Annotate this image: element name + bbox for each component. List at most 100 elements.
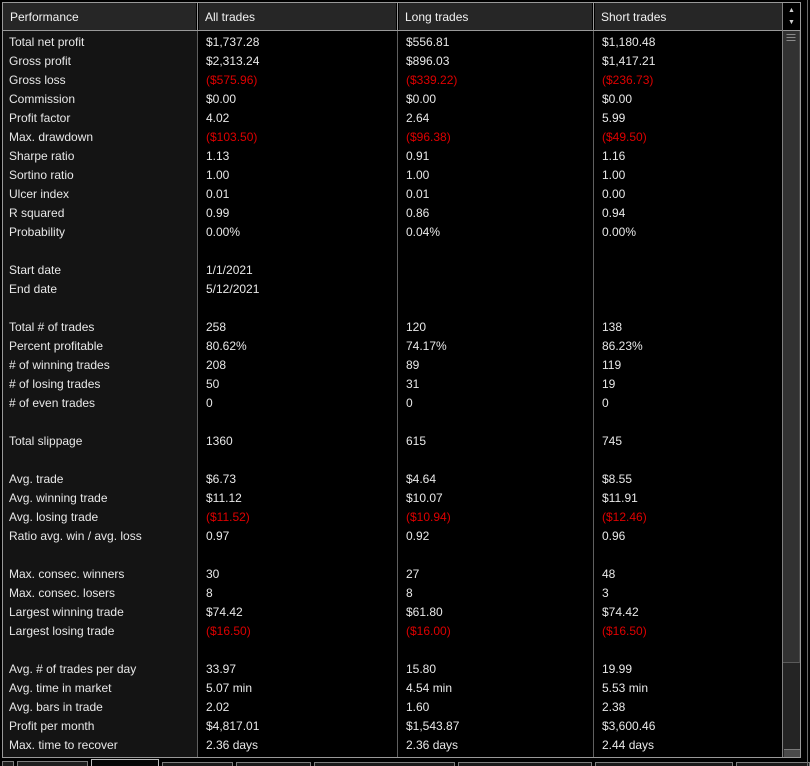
table-row[interactable]: Sortino ratio 1.00 1.00 1.00 <box>3 166 782 185</box>
row-value-short <box>594 546 782 565</box>
table-row[interactable]: Avg. # of trades per day 33.97 15.80 19.99 <box>3 660 782 679</box>
row-value-short: $74.42 <box>602 605 639 619</box>
row-value-long: 74.17% <box>406 339 447 353</box>
row-value-long: 27 <box>406 567 420 581</box>
table-row[interactable]: Ulcer index 0.01 0.01 0.00 <box>3 185 782 204</box>
table-row[interactable]: Gross profit $2,313.24 $896.03 $1,417.21 <box>3 52 782 71</box>
table-row[interactable]: Ratio avg. win / avg. loss 0.97 0.92 0.96 <box>3 527 782 546</box>
scrollbar-thumb[interactable] <box>783 31 800 663</box>
bottom-tab-fragment[interactable] <box>2 761 14 766</box>
table-row[interactable]: Total net profit $1,737.28 $556.81 $1,180.4… <box>3 33 782 52</box>
table-row[interactable] <box>3 413 782 432</box>
table-row[interactable]: Largest losing trade ($16.50) ($16.00) ($16… <box>3 622 782 641</box>
table-row[interactable]: # of even trades 0 0 0 <box>3 394 782 413</box>
table-row[interactable]: Avg. trade $6.73 $4.64 $8.55 <box>3 470 782 489</box>
row-value-short: $11.91 <box>602 491 638 505</box>
table-row[interactable]: # of winning trades 208 89 119 <box>3 356 782 375</box>
row-label <box>3 299 198 318</box>
row-label: Sharpe ratio <box>9 149 75 163</box>
scroll-up-button[interactable]: ▲ <box>783 5 800 17</box>
row-value-all: 1.13 <box>206 149 230 163</box>
bottom-tab-7[interactable] <box>736 762 810 766</box>
row-value-short <box>594 261 782 280</box>
row-value-long: 4.54 min <box>406 681 453 695</box>
row-value-all: 8 <box>206 586 213 600</box>
table-row[interactable]: Gross loss ($575.96) ($339.22) ($236.73) <box>3 71 782 90</box>
table-row[interactable]: Profit factor 4.02 2.64 5.99 <box>3 109 782 128</box>
row-value-long: 1.00 <box>406 168 430 182</box>
scrollbar-corner-block <box>784 749 800 757</box>
table-row[interactable]: Max. consec. winners 30 27 48 <box>3 565 782 584</box>
table-row[interactable]: Max. time to recover 2.36 days 2.36 days 2.… <box>3 736 782 755</box>
row-value-short <box>594 641 782 660</box>
row-value-all <box>198 641 398 660</box>
table-row[interactable]: R squared 0.99 0.86 0.94 <box>3 204 782 223</box>
row-value-all <box>198 413 398 432</box>
table-row[interactable] <box>3 451 782 470</box>
row-value-short: 3 <box>602 586 609 600</box>
table-row[interactable]: Percent profitable 80.62% 74.17% 86.23% <box>3 337 782 356</box>
row-label: Percent profitable <box>9 339 104 353</box>
scrollbar-buttons: ▲ ▼ <box>783 3 800 31</box>
row-value-short: 0.94 <box>602 206 626 220</box>
row-value-short: 0.96 <box>602 529 626 543</box>
column-header-long-trades[interactable]: Long trades <box>405 9 469 24</box>
row-value-all: 50 <box>206 377 220 391</box>
table-row[interactable]: Sharpe ratio 1.13 0.91 1.16 <box>3 147 782 166</box>
column-header-short-trades[interactable]: Short trades <box>601 9 667 24</box>
table-row[interactable]: Avg. winning trade $11.12 $10.07 $11.91 <box>3 489 782 508</box>
table-row[interactable]: Avg. bars in trade 2.02 1.60 2.38 <box>3 698 782 717</box>
column-header-performance[interactable]: Performance <box>10 9 79 24</box>
scrollbar-track[interactable] <box>783 31 800 757</box>
table-row[interactable]: Probability 0.00% 0.04% 0.00% <box>3 223 782 242</box>
bottom-tab-4[interactable] <box>314 762 455 766</box>
row-label: Max. consec. winners <box>9 567 125 581</box>
table-row[interactable]: Commission $0.00 $0.00 $0.00 <box>3 90 782 109</box>
table-row[interactable]: Start date 1/1/2021 <box>3 261 782 280</box>
bottom-tab-3[interactable] <box>236 762 311 766</box>
table-row[interactable]: Max. consec. losers 8 8 3 <box>3 584 782 603</box>
window-right-border <box>807 0 808 766</box>
row-label <box>3 413 198 432</box>
column-header-all-trades[interactable]: All trades <box>205 9 256 24</box>
bottom-tab-2[interactable] <box>162 762 233 766</box>
bottom-tab-1[interactable] <box>17 761 88 766</box>
row-value-all <box>198 242 398 261</box>
scroll-down-button[interactable]: ▼ <box>783 17 800 29</box>
table-row[interactable] <box>3 299 782 318</box>
table-row[interactable]: # of losing trades 50 31 19 <box>3 375 782 394</box>
row-value-all <box>198 451 398 470</box>
table-row[interactable]: Largest winning trade $74.42 $61.80 $74.42 <box>3 603 782 622</box>
row-value-short: 2.38 <box>602 700 626 714</box>
grid-main-column: Performance All trades Long trades Short… <box>3 3 782 757</box>
performance-summary-grid: Performance All trades Long trades Short… <box>2 2 801 758</box>
table-row[interactable]: Avg. losing trade ($11.52) ($10.94) ($12.46… <box>3 508 782 527</box>
row-value-long: $61.80 <box>406 605 443 619</box>
row-value-short: ($16.50) <box>602 624 647 638</box>
table-row[interactable]: End date 5/12/2021 <box>3 280 782 299</box>
row-label: Total net profit <box>9 35 85 49</box>
row-value-short: $8.55 <box>602 472 633 486</box>
row-label: Avg. trade <box>9 472 64 486</box>
row-value-short: 19 <box>602 377 616 391</box>
table-row[interactable] <box>3 641 782 660</box>
table-row[interactable]: Profit per month $4,817.01 $1,543.87 $3,600… <box>3 717 782 736</box>
bottom-tab-6[interactable] <box>595 762 733 766</box>
table-row[interactable] <box>3 242 782 261</box>
row-value-long: $556.81 <box>406 35 450 49</box>
table-row[interactable] <box>3 546 782 565</box>
row-value-all: $2,313.24 <box>206 54 260 68</box>
row-label: Max. consec. losers <box>9 586 116 600</box>
bottom-tab-active[interactable] <box>91 759 159 766</box>
grid-header-row: Performance All trades Long trades Short… <box>3 3 782 31</box>
table-row[interactable]: Total # of trades 258 120 138 <box>3 318 782 337</box>
row-value-all: 0.99 <box>206 206 230 220</box>
row-value-all: 4.02 <box>206 111 230 125</box>
table-row[interactable]: Max. drawdown ($103.50) ($96.38) ($49.50) <box>3 128 782 147</box>
row-value-short: 0.00% <box>602 225 637 239</box>
table-row[interactable]: Total slippage 1360 615 745 <box>3 432 782 451</box>
bottom-tab-5[interactable] <box>458 762 592 766</box>
row-value-long: ($16.00) <box>406 624 451 638</box>
row-value-long <box>398 242 594 261</box>
table-row[interactable]: Avg. time in market 5.07 min 4.54 min 5.53 … <box>3 679 782 698</box>
